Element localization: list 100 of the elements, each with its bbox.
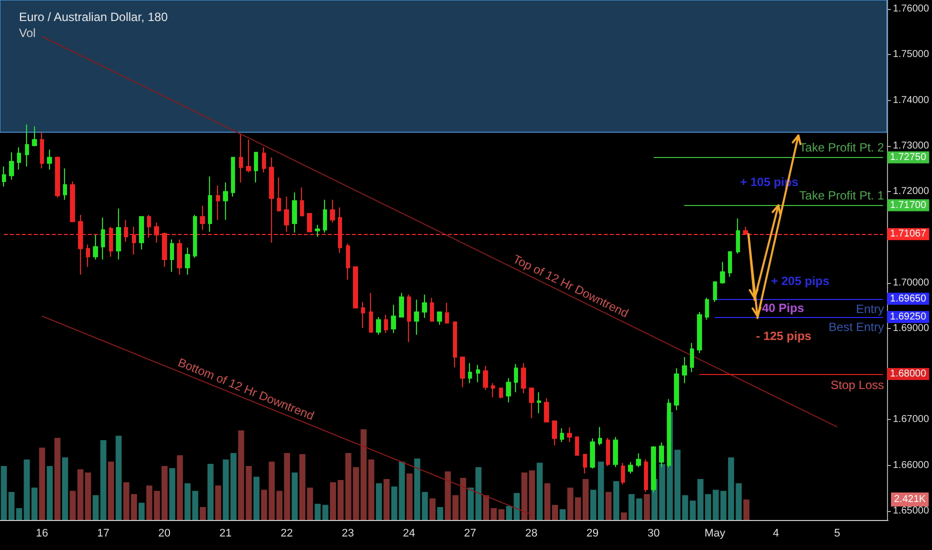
candlestick	[109, 226, 113, 258]
candlestick	[2, 166, 6, 188]
bar	[437, 507, 444, 520]
candlestick	[139, 216, 144, 250]
candlestick	[376, 316, 381, 336]
ref-line-label: 1.72750	[890, 152, 927, 163]
annotation: + 205 pips	[771, 274, 830, 288]
candlestick	[193, 214, 197, 258]
candlestick	[713, 281, 717, 302]
candlestick	[239, 134, 243, 183]
candlestick	[552, 420, 557, 446]
bar	[483, 495, 490, 520]
x-tick-label: 24	[402, 528, 416, 540]
candlestick	[63, 168, 67, 200]
candlestick	[537, 392, 541, 414]
candlestick	[246, 139, 251, 173]
bar	[200, 507, 206, 520]
candlestick	[262, 146, 266, 173]
candlestick	[223, 182, 228, 220]
annotation: Take Profit Pt. 2	[799, 140, 884, 154]
y-tick-label: 1.66000	[892, 460, 930, 471]
candlestick	[101, 217, 105, 260]
bar	[46, 466, 53, 520]
x-tick-label: 23	[342, 528, 354, 540]
ref-line-label: 1.69250	[890, 312, 927, 323]
bar	[62, 457, 68, 520]
candlestick	[491, 382, 495, 398]
bar	[430, 498, 436, 520]
candlestick	[277, 176, 281, 212]
candlestick	[529, 388, 534, 419]
candlestick	[567, 426, 572, 442]
bar	[391, 486, 398, 520]
candlestick	[323, 199, 327, 234]
bar	[92, 495, 99, 520]
candlestick	[445, 302, 449, 324]
x-tick-label: 29	[586, 528, 599, 540]
candlestick	[391, 304, 396, 334]
candlestick	[32, 126, 37, 147]
candlestick	[544, 398, 549, 422]
candlestick	[682, 356, 687, 384]
bar	[100, 440, 106, 520]
bar	[238, 430, 244, 520]
text: 2.421K	[894, 494, 926, 505]
bar	[215, 485, 222, 520]
candlestick	[728, 251, 732, 278]
candlestick	[369, 292, 373, 333]
candlestick	[628, 462, 633, 474]
ref-line-label: 1.71700	[890, 200, 927, 211]
candlestick	[514, 364, 518, 393]
candlestick	[483, 365, 488, 390]
candlestick	[521, 362, 526, 394]
candlestick	[560, 428, 564, 442]
candlestick	[47, 149, 52, 170]
y-tick-label: 1.69000	[892, 322, 930, 334]
y-tick-label: 1.75000	[892, 49, 930, 60]
bar	[253, 476, 260, 520]
bar	[560, 509, 566, 520]
candlestick	[583, 454, 587, 474]
bar	[422, 492, 428, 520]
x-tick-label: 27	[464, 528, 476, 540]
bar	[398, 462, 405, 520]
bar	[368, 460, 374, 520]
candlestick	[644, 458, 648, 493]
candlestick	[437, 312, 442, 326]
candlestick	[636, 452, 641, 468]
candlestick	[25, 124, 29, 167]
candlestick	[17, 146, 21, 170]
bar	[169, 468, 176, 520]
annotation: Stop Loss	[830, 378, 884, 392]
candlestick	[78, 214, 83, 276]
candlestick	[674, 368, 679, 411]
candlestick	[407, 294, 411, 343]
annotation: 40 Pips	[762, 301, 804, 316]
bar	[613, 481, 620, 520]
bar	[39, 448, 46, 520]
bar	[116, 436, 122, 520]
bar	[292, 472, 298, 520]
bar	[606, 492, 612, 520]
bar	[644, 494, 650, 520]
x-tick-label: 5	[834, 528, 840, 540]
x-tick-label: 28	[525, 528, 538, 540]
candlestick	[300, 186, 304, 216]
bar	[108, 462, 114, 520]
candlestick	[346, 243, 350, 280]
candlestick	[338, 207, 342, 254]
y-tick-label: 1.74000	[892, 94, 930, 106]
candlestick	[116, 208, 121, 260]
candlestick	[254, 152, 258, 183]
bar	[54, 438, 60, 520]
candlestick	[93, 234, 98, 260]
candlestick	[361, 301, 365, 328]
candlestick	[200, 205, 205, 230]
bar	[70, 490, 76, 520]
text: Vol	[19, 26, 36, 40]
candlestick	[453, 322, 457, 368]
candlestick	[216, 185, 220, 220]
ref-line-label: 1.68000	[890, 368, 927, 380]
candlestick	[124, 219, 128, 242]
bar	[376, 483, 382, 520]
candlestick	[499, 388, 503, 399]
